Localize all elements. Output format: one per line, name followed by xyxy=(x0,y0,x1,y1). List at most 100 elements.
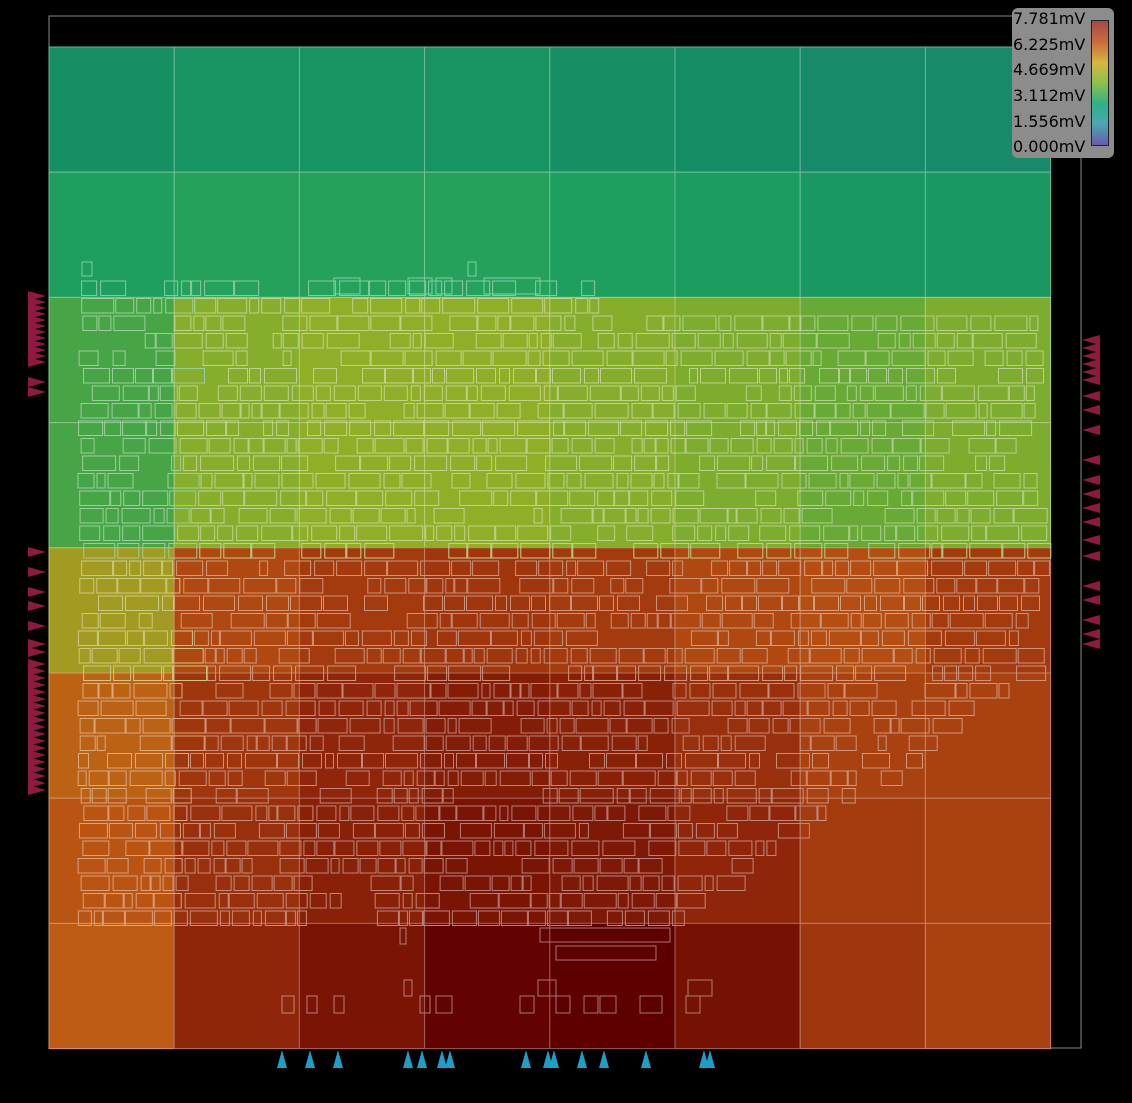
standard-cell xyxy=(184,893,216,909)
standard-cell xyxy=(594,403,629,419)
standard-cell xyxy=(402,893,413,909)
standard-cell xyxy=(153,910,172,926)
standard-cell xyxy=(750,403,767,419)
standard-cell xyxy=(667,473,679,489)
standard-cell xyxy=(227,753,242,769)
standard-cell xyxy=(301,543,322,559)
standard-cell xyxy=(475,333,502,349)
standard-cell xyxy=(721,613,753,629)
standard-cell xyxy=(871,438,893,454)
standard-cell xyxy=(753,613,774,629)
standard-cell xyxy=(264,910,286,926)
standard-cell xyxy=(143,630,168,646)
standard-cell xyxy=(456,753,476,769)
standard-cell xyxy=(123,893,133,909)
standard-cell xyxy=(888,368,903,384)
standard-cell xyxy=(670,438,686,454)
standard-cell xyxy=(172,368,205,384)
standard-cell xyxy=(167,473,200,489)
standard-cell xyxy=(245,753,277,769)
standard-cell xyxy=(78,420,104,436)
standard-cell xyxy=(396,683,431,699)
standard-cell xyxy=(382,648,401,664)
standard-cell xyxy=(687,979,713,997)
pin-marker xyxy=(28,601,46,611)
standard-cell xyxy=(184,858,196,874)
standard-cell xyxy=(543,385,558,401)
standard-cell xyxy=(235,350,248,366)
standard-cell xyxy=(579,455,613,471)
standard-cell xyxy=(239,385,262,401)
standard-cell xyxy=(711,700,733,716)
standard-cell xyxy=(171,455,182,471)
standard-cell xyxy=(445,578,455,594)
standard-cell xyxy=(1034,560,1051,576)
standard-cell xyxy=(117,543,140,559)
standard-cell xyxy=(672,560,684,576)
standard-cell xyxy=(374,823,404,839)
standard-cell xyxy=(324,420,348,436)
standard-cell xyxy=(100,700,134,716)
standard-cell xyxy=(469,893,499,909)
standard-cell xyxy=(400,315,433,331)
standard-cell xyxy=(477,315,497,331)
pin-marker xyxy=(28,621,46,631)
standard-cell xyxy=(255,805,268,821)
standard-cell xyxy=(79,490,111,506)
standard-cell xyxy=(425,718,446,734)
heatmap-cell xyxy=(424,171,551,298)
standard-cell xyxy=(560,893,583,909)
standard-cell xyxy=(611,735,637,751)
standard-cell xyxy=(801,508,833,524)
standard-cell xyxy=(409,700,438,716)
standard-cell xyxy=(174,595,200,611)
standard-cell xyxy=(975,665,992,681)
standard-cell xyxy=(364,560,388,576)
standard-cell xyxy=(645,420,669,436)
standard-cell xyxy=(527,910,546,926)
standard-cell xyxy=(356,490,384,506)
pin-marker xyxy=(28,387,46,397)
standard-cell xyxy=(986,420,997,436)
standard-cell xyxy=(617,333,633,349)
heatmap-cell xyxy=(924,672,1052,799)
standard-cell xyxy=(406,613,438,629)
standard-cell xyxy=(900,718,930,734)
standard-cell xyxy=(747,560,762,576)
standard-cell xyxy=(1025,350,1044,366)
standard-cell xyxy=(234,280,260,296)
standard-cell xyxy=(797,490,824,506)
standard-cell xyxy=(82,840,110,856)
standard-cell xyxy=(487,438,498,454)
standard-cell xyxy=(690,665,709,681)
standard-cell xyxy=(80,788,91,804)
standard-cell xyxy=(204,648,216,664)
standard-cell xyxy=(230,718,265,734)
standard-cell xyxy=(861,648,894,664)
standard-cell xyxy=(610,613,629,629)
pin-marker xyxy=(1082,639,1100,649)
standard-cell xyxy=(945,403,977,419)
standard-cell xyxy=(936,508,956,524)
standard-cell xyxy=(290,595,322,611)
standard-cell xyxy=(575,718,609,734)
standard-cell xyxy=(468,525,496,541)
right-pins xyxy=(1082,335,1100,649)
standard-cell xyxy=(912,490,945,506)
standard-cell xyxy=(602,840,636,856)
pin-marker xyxy=(28,666,46,676)
standard-cell xyxy=(859,385,874,401)
standard-cell xyxy=(629,788,647,804)
standard-cell xyxy=(533,630,563,646)
standard-cell xyxy=(401,473,432,489)
standard-cell xyxy=(947,350,974,366)
standard-cell xyxy=(284,560,312,576)
standard-cell xyxy=(1026,368,1044,384)
standard-cell xyxy=(180,613,213,629)
standard-cell xyxy=(396,700,409,716)
standard-cell xyxy=(969,683,998,699)
standard-cell xyxy=(408,858,423,874)
standard-cell xyxy=(408,910,423,926)
standard-cell xyxy=(936,315,968,331)
standard-cell xyxy=(769,350,785,366)
